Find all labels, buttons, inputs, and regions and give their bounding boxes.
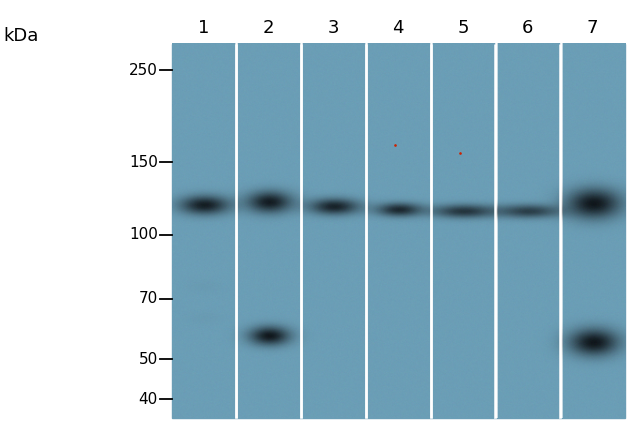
Text: 70: 70 — [138, 292, 158, 306]
Text: 7: 7 — [587, 19, 598, 37]
Bar — [172, 44, 625, 418]
Text: 4: 4 — [392, 19, 404, 37]
Text: 50: 50 — [138, 352, 158, 367]
Text: 3: 3 — [328, 19, 339, 37]
Text: kDa: kDa — [4, 26, 39, 44]
Text: 2: 2 — [263, 19, 274, 37]
Text: 1: 1 — [199, 19, 210, 37]
Text: 150: 150 — [129, 155, 158, 170]
Text: 100: 100 — [129, 227, 158, 242]
Text: 40: 40 — [138, 392, 158, 407]
Text: 250: 250 — [129, 63, 158, 78]
Text: 5: 5 — [457, 19, 469, 37]
Text: 6: 6 — [522, 19, 533, 37]
